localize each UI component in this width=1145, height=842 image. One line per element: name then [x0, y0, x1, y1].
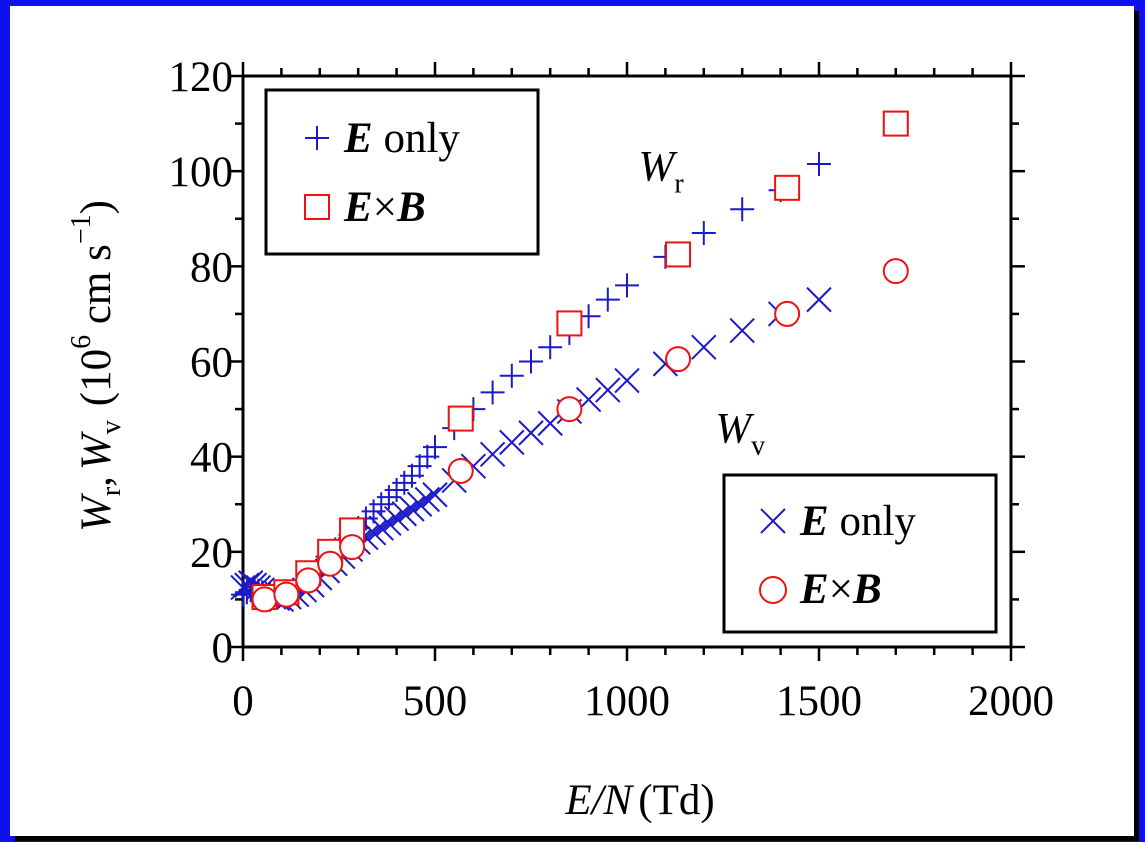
data-point-plus [807, 152, 831, 177]
data-point-plus [519, 349, 543, 374]
cross-b [422, 482, 448, 508]
cross-b [499, 429, 525, 456]
y-tick-label: 20 [190, 530, 233, 577]
legend-label-e-only: E only [343, 115, 460, 162]
cross-b [406, 491, 433, 517]
data-point-plus [499, 363, 524, 388]
legend-marker-plus [305, 126, 329, 150]
x-tick-label: 0 [232, 678, 254, 725]
cross-b [479, 441, 506, 467]
chart-frame: 0 500 1000 1500 2000 0 20 40 60 80 100 120 Wr,Wv(10… [10, 6, 1134, 836]
cross-b [237, 570, 264, 596]
y-tick-label: 120 [169, 54, 234, 101]
annotation-wr: Wr [639, 144, 685, 200]
cross-b [234, 572, 260, 598]
data-point-cross [422, 482, 448, 508]
cross-b [414, 486, 441, 513]
cross-b [360, 520, 387, 546]
y-tick-label: 80 [190, 244, 233, 291]
data-point-plus [691, 221, 716, 246]
data-point-plus [423, 435, 447, 460]
data-point-square [774, 174, 801, 201]
data-point-circle [339, 534, 366, 561]
chart-svg: 0 500 1000 1500 2000 0 20 40 60 80 100 120 Wr,Wv(10… [66, 54, 1055, 824]
data-point-square [447, 405, 474, 432]
data-point-cross [518, 420, 544, 446]
legend-top-left: E only E×B [264, 88, 540, 256]
data-point-cross [391, 501, 417, 527]
data-point-cross [479, 441, 506, 467]
legend-marker-circle [759, 576, 787, 604]
axes-layer: 0 500 1000 1500 2000 0 20 40 60 80 100 120 [169, 54, 1055, 725]
data-point-square [882, 110, 909, 137]
y-tick-label: 0 [212, 625, 234, 672]
data-point-circle [774, 300, 801, 327]
data-point-circle [251, 586, 278, 613]
data-point-square [556, 310, 583, 337]
y-tick-label: 40 [190, 435, 233, 482]
data-point-cross [499, 429, 525, 456]
data-point-cross [614, 367, 640, 394]
cross-b [518, 420, 544, 446]
data-point-cross [368, 515, 394, 541]
data-point-circle [556, 396, 583, 423]
y-axis-label: Wr,Wv(106 cm s−1) [66, 200, 127, 532]
data-point-circle [665, 346, 692, 373]
data-point-cross [595, 377, 621, 403]
y-tick-label: 60 [190, 340, 233, 387]
cross-b [391, 501, 417, 527]
legend-label-e-only: E only [799, 498, 916, 545]
annotation-wv: Wv [715, 405, 765, 461]
data-point-plus [480, 380, 505, 405]
data-point-cross [691, 334, 717, 360]
data-point-circle [273, 581, 300, 608]
data-point-cross [414, 486, 441, 513]
legend-label-exb: E×B [799, 566, 882, 613]
cross-b [383, 505, 410, 532]
cross-b [729, 317, 755, 344]
cross-b [595, 377, 621, 403]
cross-b [399, 496, 425, 522]
legend-box [264, 88, 540, 256]
data-point-cross [729, 317, 755, 344]
data-point-plus [615, 273, 639, 298]
marks-layer [230, 110, 909, 613]
data-point-plus [595, 287, 620, 312]
data-point-circle [317, 550, 344, 577]
x-tick-label: 1000 [584, 678, 670, 725]
legend-label-exb: E×B [343, 184, 426, 231]
data-point-plus [538, 335, 563, 360]
cross-b [806, 286, 832, 313]
cross-b [614, 367, 640, 394]
data-point-cross [399, 496, 425, 522]
legend-box [722, 473, 998, 634]
x-axis-label: E/N (Td) [564, 777, 714, 824]
cross-b [691, 334, 717, 360]
data-point-circle [295, 567, 322, 594]
data-point-square [665, 241, 692, 268]
data-point-cross [376, 510, 402, 536]
legend-marker-square [304, 194, 330, 220]
data-point-circle [882, 258, 909, 285]
cross-b [376, 510, 402, 536]
y-tick-label: 100 [169, 149, 234, 196]
data-point-cross [383, 505, 410, 532]
data-point-plus [730, 197, 755, 222]
legend-bottom-right: E only E×B [722, 473, 998, 634]
x-tick-label: 1500 [776, 678, 862, 725]
legend-marker-cross [760, 508, 786, 534]
data-point-circle [447, 457, 474, 484]
x-tick-label: 2000 [968, 678, 1054, 725]
x-tick-label: 500 [403, 678, 468, 725]
data-point-cross [406, 491, 433, 517]
data-point-cross [806, 286, 832, 313]
data-point-cross [360, 520, 387, 546]
cross-b [368, 515, 394, 541]
